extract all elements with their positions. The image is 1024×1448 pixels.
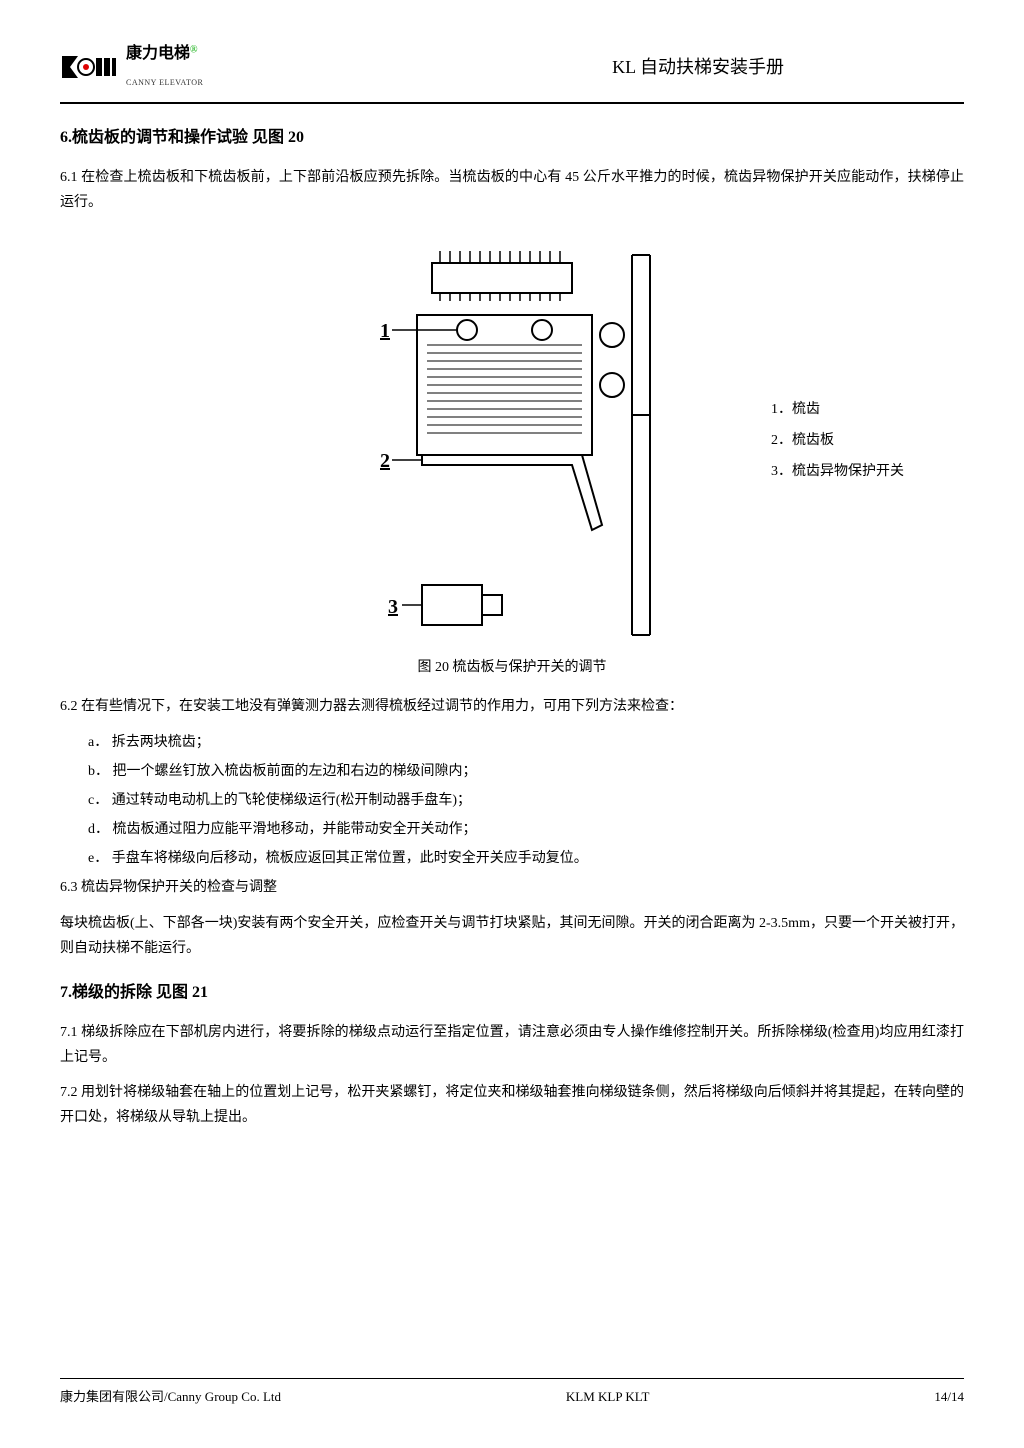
item-6-2-d: d． 梳齿板通过阻力应能平滑地移动，并能带动安全开关动作； <box>77 817 964 842</box>
svg-text:1: 1 <box>380 320 390 342</box>
logo-icon <box>60 54 120 80</box>
doc-title: KL 自动扶梯安装手册 <box>612 51 784 83</box>
para-6-3-body: 每块梳齿板(上、下部各一块)安装有两个安全开关，应检查开关与调节打块紧贴，其间无… <box>60 911 964 961</box>
logo-text-en: CANNY ELEVATOR <box>126 78 203 87</box>
footer-right: 14/14 <box>934 1385 964 1408</box>
legend-item-3: 3．梳齿异物保护开关 <box>771 457 904 488</box>
para-6-1: 6.1 在检查上梳齿板和下梳齿板前，上下部前沿板应预先拆除。当梳齿板的中心有 4… <box>60 165 964 215</box>
para-7-2: 7.2 用划针将梯级轴套在轴上的位置划上记号，松开夹紧螺钉，将定位夹和梯级轴套推… <box>60 1080 964 1130</box>
figure-20-caption: 图 20 梳齿板与保护开关的调节 <box>60 655 964 680</box>
section-7-title: 7.梯级的拆除 见图 21 <box>60 979 964 1008</box>
figure-20: 1 2 3 1．梳齿 2．梳齿板 3．梳齿异物保护开关 <box>60 245 964 645</box>
item-6-2-a: a． 拆去两块梳齿； <box>77 730 964 755</box>
item-6-2-e: e． 手盘车将梯级向后移动，梳板应返回其正常位置，此时安全开关应手动复位。 <box>77 846 964 871</box>
legend-item-1: 1．梳齿 <box>771 395 904 426</box>
svg-text:3: 3 <box>388 596 398 618</box>
page-header: 康力电梯® CANNY ELEVATOR KL 自动扶梯安装手册 <box>60 40 964 104</box>
section-6-title: 6.梳齿板的调节和操作试验 见图 20 <box>60 124 964 153</box>
svg-text:2: 2 <box>380 450 390 472</box>
item-6-2-b: b． 把一个螺丝钉放入梳齿板前面的左边和右边的梯级间隙内； <box>77 759 964 784</box>
footer-center: KLM KLP KLT <box>566 1385 650 1408</box>
page-footer: 康力集团有限公司/Canny Group Co. Ltd KLM KLP KLT… <box>60 1378 964 1408</box>
figure-20-legend: 1．梳齿 2．梳齿板 3．梳齿异物保护开关 <box>771 395 904 487</box>
logo: 康力电梯® CANNY ELEVATOR <box>60 40 203 94</box>
legend-item-2: 2．梳齿板 <box>771 426 904 457</box>
para-7-1: 7.1 梯级拆除应在下部机房内进行，将要拆除的梯级点动运行至指定位置，请注意必须… <box>60 1020 964 1070</box>
logo-text-cn: 康力电梯 <box>126 45 190 62</box>
footer-left: 康力集团有限公司/Canny Group Co. Ltd <box>60 1385 281 1408</box>
para-6-2-intro: 6.2 在有些情况下，在安装工地没有弹簧测力器去测得梳板经过调节的作用力，可用下… <box>60 694 964 719</box>
logo-text-wrap: 康力电梯® CANNY ELEVATOR <box>126 40 203 94</box>
item-6-2-c: c． 通过转动电动机上的飞轮使梯级运行(松开制动器手盘车)； <box>77 788 964 813</box>
figure-20-svg: 1 2 3 <box>332 245 692 645</box>
para-6-3-title: 6.3 梳齿异物保护开关的检查与调整 <box>60 875 964 900</box>
